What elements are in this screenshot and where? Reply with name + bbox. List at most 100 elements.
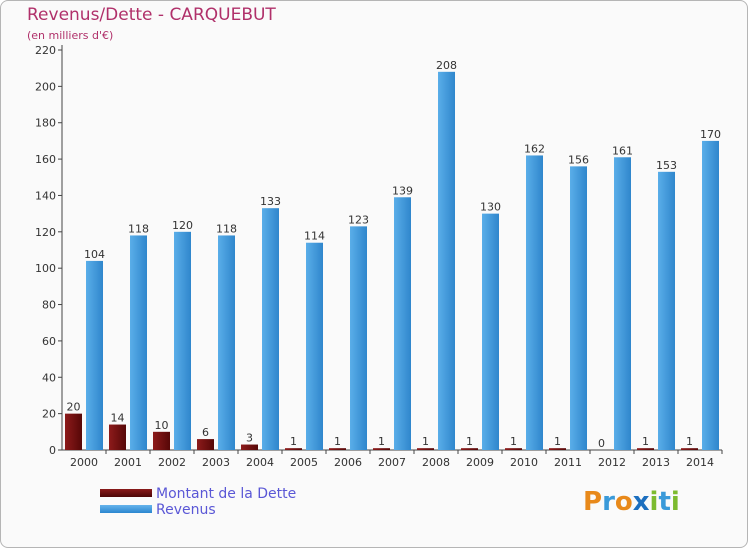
data-label-revenue: 104 bbox=[84, 248, 105, 261]
x-tick-label: 2012 bbox=[598, 456, 626, 469]
data-label-revenue: 118 bbox=[216, 222, 237, 235]
x-tick-label: 2010 bbox=[510, 456, 538, 469]
y-tick-label: 160 bbox=[35, 153, 56, 166]
x-tick-label: 2007 bbox=[378, 456, 406, 469]
bar-revenue bbox=[394, 197, 411, 450]
y-tick-label: 200 bbox=[35, 80, 56, 93]
data-label-revenue: 161 bbox=[612, 144, 633, 157]
y-tick-label: 20 bbox=[42, 408, 56, 421]
bar-debt bbox=[109, 424, 126, 450]
legend-label-debt: Montant de la Dette bbox=[156, 486, 297, 502]
proxiti-logo: Proxiti bbox=[583, 487, 680, 517]
y-tick-label: 60 bbox=[42, 335, 56, 348]
bar-debt bbox=[373, 448, 390, 450]
data-label-revenue: 133 bbox=[260, 195, 281, 208]
legend-label-revenue: Revenus bbox=[156, 502, 216, 518]
data-label-revenue: 118 bbox=[128, 222, 149, 235]
bar-debt bbox=[417, 448, 434, 450]
y-tick-label: 140 bbox=[35, 189, 56, 202]
bar-debt bbox=[197, 439, 214, 450]
bar-revenue bbox=[218, 235, 235, 450]
data-label-revenue: 114 bbox=[304, 230, 325, 243]
bar-revenue bbox=[570, 166, 587, 450]
bar-debt bbox=[241, 444, 258, 450]
bar-revenue bbox=[614, 157, 631, 451]
x-tick-label: 2005 bbox=[290, 456, 318, 469]
bar-revenue bbox=[526, 155, 543, 451]
bar-debt bbox=[637, 448, 654, 450]
bar-revenue bbox=[174, 231, 191, 450]
logo-letter: o bbox=[614, 487, 633, 517]
bar-debt bbox=[285, 448, 302, 450]
data-label-revenue: 123 bbox=[348, 213, 369, 226]
logo-letter: i bbox=[670, 487, 680, 517]
x-tick-label: 2006 bbox=[334, 456, 362, 469]
legend-swatch-revenue bbox=[100, 505, 152, 513]
bar-revenue bbox=[438, 71, 455, 451]
data-label-debt: 1 bbox=[686, 435, 693, 448]
data-label-revenue: 153 bbox=[656, 159, 677, 172]
y-tick-label: 220 bbox=[35, 44, 56, 57]
data-label-debt: 20 bbox=[67, 401, 81, 414]
bar-debt bbox=[461, 448, 478, 450]
bar-revenue bbox=[306, 242, 323, 450]
y-tick-label: 40 bbox=[42, 371, 56, 384]
legend-swatch-debt bbox=[100, 489, 152, 497]
logo-letter: P bbox=[583, 487, 603, 517]
logo-letter: t bbox=[658, 487, 671, 517]
y-tick-label: 120 bbox=[35, 226, 56, 239]
data-label-revenue: 162 bbox=[524, 142, 545, 155]
chart-title: Revenus/Dette - CARQUEBUT bbox=[27, 5, 276, 25]
x-tick-label: 2000 bbox=[70, 456, 98, 469]
data-label-revenue: 139 bbox=[392, 184, 413, 197]
y-tick-label: 80 bbox=[42, 299, 56, 312]
bar-debt bbox=[65, 413, 82, 450]
y-tick-label: 100 bbox=[35, 262, 56, 275]
y-tick-label: 180 bbox=[35, 117, 56, 130]
data-label-revenue: 208 bbox=[436, 59, 457, 72]
x-tick-label: 2002 bbox=[158, 456, 186, 469]
bar-revenue bbox=[658, 171, 675, 450]
data-label-debt: 1 bbox=[290, 435, 297, 448]
x-tick-label: 2001 bbox=[114, 456, 142, 469]
bar-revenue bbox=[702, 140, 719, 450]
data-label-debt: 0 bbox=[598, 437, 605, 450]
data-label-revenue: 130 bbox=[480, 201, 501, 214]
y-tick-label: 0 bbox=[49, 444, 56, 457]
bar-debt bbox=[505, 448, 522, 450]
bar-revenue bbox=[86, 260, 103, 450]
x-tick-label: 2014 bbox=[686, 456, 714, 469]
bar-debt bbox=[549, 448, 566, 450]
bar-revenue bbox=[350, 226, 367, 450]
chart-subtitle: (en milliers d'€) bbox=[27, 29, 114, 42]
bar-revenue bbox=[262, 208, 279, 450]
data-label-debt: 1 bbox=[554, 435, 561, 448]
x-tick-label: 2011 bbox=[554, 456, 582, 469]
data-label-debt: 1 bbox=[334, 435, 341, 448]
data-label-debt: 1 bbox=[642, 435, 649, 448]
data-label-debt: 1 bbox=[422, 435, 429, 448]
x-tick-label: 2003 bbox=[202, 456, 230, 469]
bar-debt bbox=[681, 448, 698, 450]
bar-debt bbox=[329, 448, 346, 450]
x-tick-label: 2008 bbox=[422, 456, 450, 469]
bar-revenue bbox=[130, 235, 147, 450]
data-label-debt: 6 bbox=[202, 426, 209, 439]
logo-letter: i bbox=[649, 487, 659, 517]
x-tick-label: 2004 bbox=[246, 456, 274, 469]
data-label-debt: 1 bbox=[510, 435, 517, 448]
data-label-revenue: 156 bbox=[568, 153, 589, 166]
data-label-debt: 1 bbox=[466, 435, 473, 448]
bar-debt bbox=[153, 431, 170, 450]
logo-letter: x bbox=[632, 487, 650, 517]
data-label-debt: 1 bbox=[378, 435, 385, 448]
logo-letter: r bbox=[602, 487, 615, 517]
data-label-debt: 10 bbox=[155, 419, 169, 432]
x-tick-label: 2009 bbox=[466, 456, 494, 469]
data-label-debt: 3 bbox=[246, 432, 253, 445]
data-label-debt: 14 bbox=[111, 412, 125, 425]
data-label-revenue: 170 bbox=[700, 128, 721, 141]
x-tick-label: 2013 bbox=[642, 456, 670, 469]
bar-revenue bbox=[482, 213, 499, 450]
